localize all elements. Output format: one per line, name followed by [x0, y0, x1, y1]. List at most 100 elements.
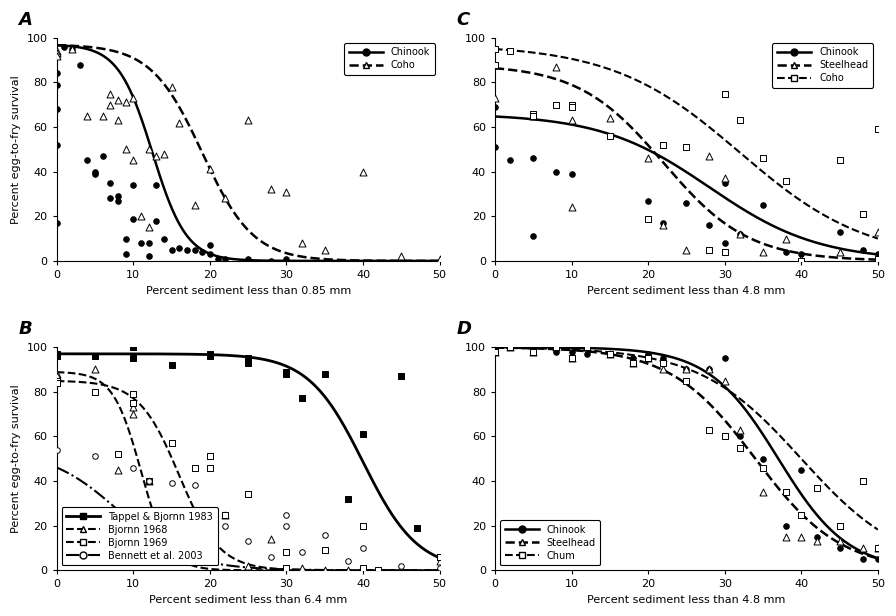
Point — [856, 476, 870, 486]
Point — [211, 254, 225, 264]
Point — [779, 521, 793, 530]
Point — [549, 100, 564, 110]
Point — [134, 238, 148, 248]
Point — [126, 93, 141, 103]
Point — [111, 465, 125, 475]
Point — [187, 480, 202, 490]
Point — [280, 367, 294, 376]
Point — [580, 349, 594, 359]
Point — [603, 131, 617, 141]
Point — [264, 185, 279, 195]
Point — [280, 565, 294, 575]
Legend: Chinook, Coho: Chinook, Coho — [344, 43, 435, 75]
Point — [718, 247, 732, 257]
Point — [187, 245, 202, 254]
Point — [241, 358, 255, 368]
Point — [702, 365, 717, 375]
Point — [679, 142, 694, 152]
Point — [295, 548, 309, 557]
Point — [564, 354, 579, 363]
Point — [503, 342, 517, 352]
Point — [126, 180, 141, 190]
Point — [656, 354, 670, 363]
Point — [580, 342, 594, 352]
Point — [733, 431, 747, 441]
Point — [280, 563, 294, 573]
Point — [80, 156, 94, 166]
Point — [202, 463, 217, 472]
Legend: Chinook, Steelhead, Chum: Chinook, Steelhead, Chum — [500, 520, 600, 565]
Text: C: C — [457, 11, 470, 29]
Point — [241, 115, 255, 125]
Point — [702, 425, 717, 435]
X-axis label: Percent sediment less than 0.85 mm: Percent sediment less than 0.85 mm — [145, 285, 351, 296]
Point — [718, 178, 732, 188]
Point — [126, 398, 141, 408]
Point — [394, 371, 409, 381]
Point — [49, 51, 64, 60]
Point — [487, 60, 502, 70]
Point — [280, 187, 294, 197]
Point — [641, 354, 655, 363]
Point — [756, 463, 771, 472]
Y-axis label: Percent egg-to-fry survival: Percent egg-to-fry survival — [11, 75, 22, 224]
Point — [641, 354, 655, 363]
Point — [49, 218, 64, 228]
Point — [356, 543, 370, 553]
Point — [80, 111, 94, 121]
Point — [118, 97, 133, 107]
Point — [856, 543, 870, 553]
Point — [126, 214, 141, 224]
Point — [118, 144, 133, 154]
Point — [65, 44, 79, 54]
Point — [172, 243, 186, 253]
Point — [49, 371, 64, 381]
Point — [580, 342, 594, 352]
Point — [165, 532, 179, 541]
Point — [809, 537, 823, 546]
X-axis label: Percent sediment less than 4.8 mm: Percent sediment less than 4.8 mm — [587, 285, 786, 296]
Point — [202, 249, 217, 259]
Point — [656, 358, 670, 368]
Point — [317, 245, 332, 254]
Point — [756, 487, 771, 497]
Point — [49, 140, 64, 150]
Point — [794, 254, 808, 264]
Point — [134, 211, 148, 221]
Point — [280, 254, 294, 264]
Point — [187, 556, 202, 566]
Point — [195, 247, 210, 257]
Point — [564, 115, 579, 125]
Point — [394, 251, 409, 261]
Point — [49, 351, 64, 361]
Point — [549, 167, 564, 177]
Point — [118, 249, 133, 259]
Point — [809, 483, 823, 493]
Point — [733, 115, 747, 125]
Point — [88, 365, 102, 375]
Point — [340, 494, 355, 504]
Point — [241, 490, 255, 500]
Point — [871, 249, 885, 259]
Point — [317, 530, 332, 540]
Point — [549, 62, 564, 71]
Point — [218, 254, 232, 264]
Point — [409, 523, 424, 533]
Point — [218, 521, 232, 530]
Point — [340, 565, 355, 575]
Point — [264, 552, 279, 562]
Point — [165, 438, 179, 448]
Point — [702, 365, 717, 375]
Point — [264, 534, 279, 544]
Point — [295, 394, 309, 403]
Point — [142, 222, 156, 232]
Point — [832, 156, 847, 166]
Point — [487, 347, 502, 357]
Point — [49, 369, 64, 379]
Point — [526, 108, 540, 118]
Point — [149, 180, 163, 190]
Point — [526, 347, 540, 357]
X-axis label: Percent sediment less than 4.8 mm: Percent sediment less than 4.8 mm — [587, 595, 786, 605]
Point — [718, 354, 732, 363]
Point — [603, 349, 617, 359]
